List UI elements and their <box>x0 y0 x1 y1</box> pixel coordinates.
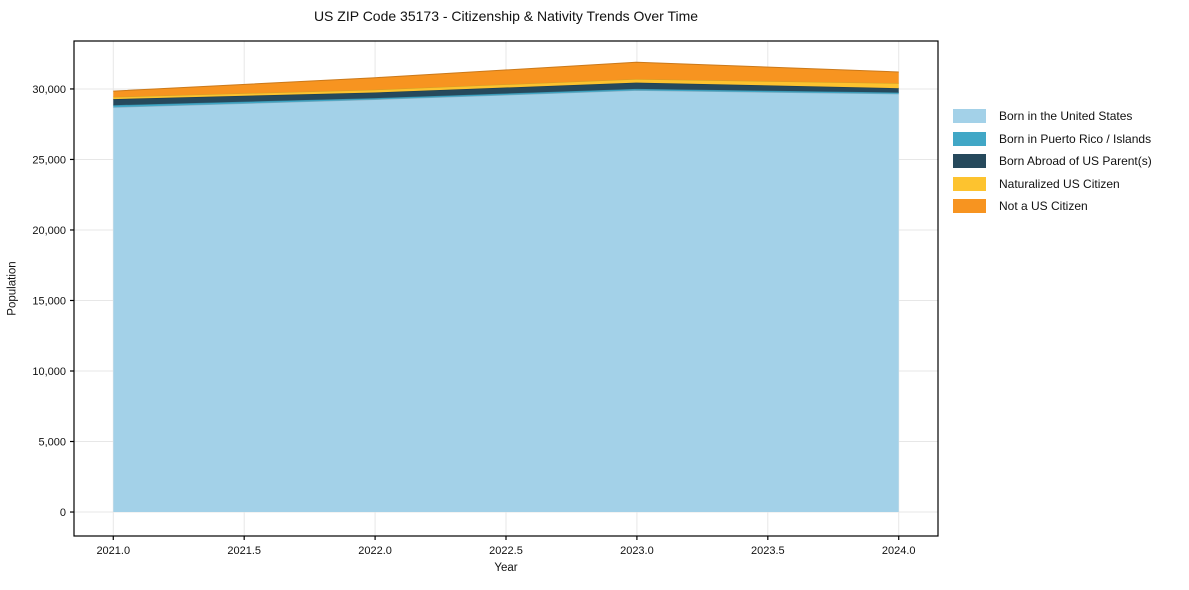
area-series <box>113 90 899 513</box>
y-tick-label: 20,000 <box>32 225 66 237</box>
legend-item: Not a US Citizen <box>953 195 1152 218</box>
x-tick-label: 2024.0 <box>882 545 916 557</box>
x-tick-label: 2023.0 <box>620 545 654 557</box>
y-tick-label: 25,000 <box>32 154 66 166</box>
area-top-edge <box>113 61 899 92</box>
y-axis-label: Population <box>6 261 19 316</box>
chart-title: US ZIP Code 35173 - Citizenship & Nativi… <box>313 8 699 24</box>
area-series <box>113 82 899 106</box>
y-tick-label: 30,000 <box>32 84 66 96</box>
x-tick-label: 2022.0 <box>358 545 392 557</box>
legend-item-label: Born Abroad of US Parent(s) <box>999 154 1152 169</box>
area-series <box>113 62 899 97</box>
legend-item: Naturalized US Citizen <box>953 173 1152 196</box>
y-tick-label: 10,000 <box>32 366 66 378</box>
y-tick-label: 5,000 <box>38 437 66 449</box>
legend-item-label: Not a US Citizen <box>999 199 1088 214</box>
x-tick-label: 2021.0 <box>96 545 130 557</box>
legend-swatch <box>953 109 986 124</box>
x-axis-label: Year <box>494 562 518 574</box>
legend-item-label: Born in Puerto Rico / Islands <box>999 131 1152 146</box>
x-tick-label: 2023.5 <box>751 545 785 557</box>
legend-swatch <box>953 154 986 169</box>
legend-item: Born Abroad of US Parent(s) <box>953 150 1152 173</box>
legend: Born in the United States Born in Puerto… <box>953 105 1152 218</box>
x-tick-label: 2022.5 <box>489 545 523 557</box>
legend-item-label: Born in the United States <box>999 109 1133 124</box>
y-tick-label: 0 <box>60 507 66 519</box>
legend-swatch <box>953 176 986 191</box>
y-tick-label: 15,000 <box>32 295 66 307</box>
legend-item: Born in the United States <box>953 105 1152 128</box>
legend-item-label: Naturalized US Citizen <box>999 176 1120 191</box>
area-series <box>113 79 899 100</box>
legend-swatch <box>953 199 986 214</box>
legend-item: Born in Puerto Rico / Islands <box>953 128 1152 151</box>
legend-swatch <box>953 131 986 146</box>
x-tick-label: 2021.5 <box>227 545 261 557</box>
